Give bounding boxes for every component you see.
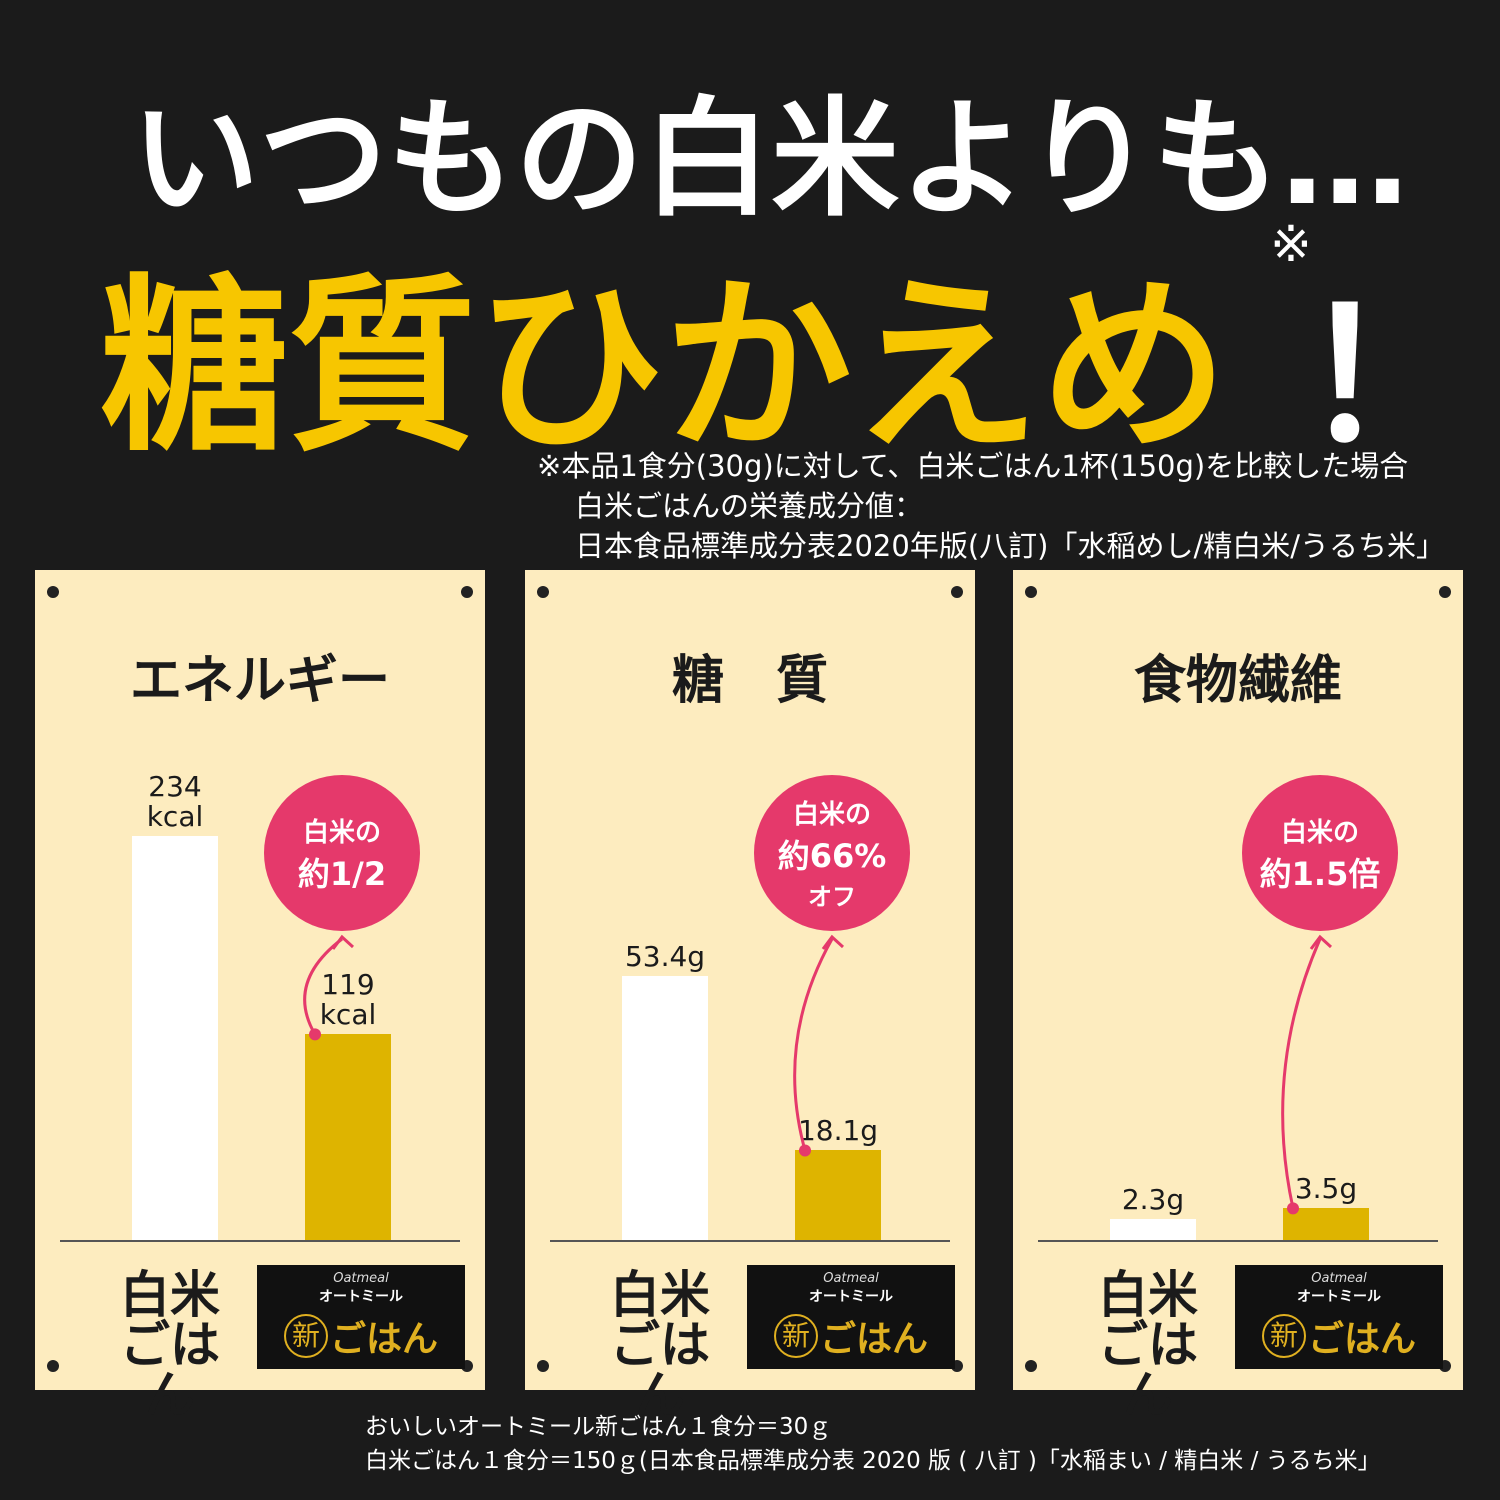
- logo-mark: 新: [773, 1314, 818, 1358]
- badge-text: 約1/2: [297, 854, 387, 893]
- arrow-layer: [303, 934, 355, 1041]
- footer-line: 白米ごはん１食分＝150ｇ(日本食品標準成分表 2020 版 ( 八訂 )「水稲…: [365, 1448, 1381, 1474]
- value-label: 119 kcal: [319, 968, 377, 1032]
- logo-row: 新ごはん: [747, 1310, 955, 1362]
- arrow-head: [821, 934, 845, 950]
- arrow-layer: [1281, 934, 1333, 1215]
- exclamation: ！: [1300, 273, 1481, 482]
- headline: いつもの白米よりも…: [131, 85, 1409, 234]
- category-label: 白米ごはん: [120, 1266, 220, 1424]
- rivet: [47, 1360, 59, 1372]
- badge-text: オフ: [808, 883, 856, 911]
- arrow-layer: [793, 934, 845, 1157]
- arrow: [793, 938, 834, 1151]
- arrow-dot: [1287, 1202, 1299, 1215]
- note: 日本食品標準成分表2020年版(八訂)「水稲めし/精白米/うるち米」: [575, 529, 1445, 563]
- rivet: [537, 1360, 549, 1372]
- logo-row: 新ごはん: [1235, 1310, 1443, 1362]
- arrow-dot: [799, 1144, 811, 1157]
- logo-name: オートミール: [319, 1289, 403, 1305]
- value-label: 18.1g: [797, 1114, 879, 1148]
- bar: [622, 975, 708, 1240]
- badge-text: 白米の: [1280, 817, 1359, 848]
- arrow: [1281, 938, 1322, 1209]
- product-logo: Oatmeal オートミール新ごはん: [747, 1265, 955, 1369]
- logo-name: オートミール: [1297, 1289, 1381, 1305]
- panel-title: 糖 質: [671, 651, 828, 711]
- rivet: [537, 586, 549, 598]
- value-label: 2.3g: [1121, 1183, 1185, 1217]
- baseline: [1038, 1240, 1438, 1242]
- panel: 糖 質 53.4g 18.1g 白米ごはん Oatmeal オートミール新ごはん 白米の 約6…: [525, 570, 975, 1420]
- value-label: 53.4g: [624, 939, 706, 973]
- logo-text: ごはん: [329, 1319, 438, 1360]
- logo-name: オートミール: [809, 1289, 893, 1305]
- arrow-head: [331, 934, 355, 950]
- value-label: 3.5g: [1294, 1172, 1358, 1206]
- notes: ※本品1食分(30g)に対して、白米ごはん1杯(150g)を比較した場合 白米ご…: [537, 446, 1445, 566]
- logo-brand: Oatmeal: [823, 1271, 879, 1286]
- logo-mark: 新: [283, 1314, 328, 1358]
- logo-text: ごはん: [1307, 1319, 1416, 1360]
- footer-line: おいしいオートミール新ごはん１食分＝30ｇ: [365, 1414, 832, 1440]
- arrow-head: [1309, 934, 1333, 950]
- panel-title: エネルギー: [129, 651, 390, 711]
- badge-text: 約66%: [777, 837, 887, 875]
- footnote-mark: ※: [1270, 215, 1312, 273]
- note: 白米ごはんの栄養成分値：: [575, 489, 924, 523]
- bar: [795, 1150, 881, 1240]
- logo-text: ごはん: [819, 1319, 928, 1360]
- panel: エネルギー 234 kcal 119 kcal 白米ごはん Oatmeal オートミール新…: [35, 570, 485, 1420]
- rivet: [1025, 1360, 1037, 1372]
- product-logo: Oatmeal オートミール新ごはん: [257, 1265, 465, 1369]
- arrow: [303, 937, 343, 1036]
- headline-emphasis: 糖質ひかえめ: [100, 258, 1228, 477]
- product-logo: Oatmeal オートミール新ごはん: [1235, 1265, 1443, 1369]
- category-label: 白米ごはん: [1098, 1266, 1198, 1424]
- note: ※本品1食分(30g)に対して、白米ごはん1杯(150g)を比較した場合: [537, 449, 1409, 483]
- badge: 白米の約66% オフ: [754, 775, 910, 931]
- badge: 白米の約1.5倍: [1242, 775, 1398, 931]
- footer: おいしいオートミール新ごはん１食分＝30ｇ 白米ごはん１食分＝150ｇ(日本食品…: [365, 1410, 1381, 1478]
- rivet: [1439, 586, 1451, 598]
- badge: 白米の約1/2: [264, 775, 420, 931]
- value-label: 234 kcal: [146, 769, 204, 833]
- logo-mark: 新: [1261, 1314, 1306, 1358]
- arrow-dot: [309, 1028, 321, 1041]
- logo-brand: Oatmeal: [333, 1271, 389, 1286]
- rivet: [1025, 586, 1037, 598]
- rivet: [47, 586, 59, 598]
- baseline: [60, 1240, 460, 1242]
- logo-row: 新ごはん: [257, 1310, 465, 1362]
- rivet: [461, 586, 473, 598]
- bar: [1110, 1219, 1196, 1240]
- bar: [1283, 1208, 1369, 1240]
- badge-text: 白米の: [302, 817, 381, 848]
- bar: [305, 1034, 391, 1240]
- baseline: [550, 1240, 950, 1242]
- category-label: 白米ごはん: [610, 1266, 710, 1424]
- bar: [132, 835, 218, 1240]
- panel: 食物繊維 2.3g 3.5g 白米ごはん Oatmeal オートミール新ごはん 白米の 約1.…: [1013, 570, 1463, 1420]
- panel-title: 食物繊維: [1133, 651, 1342, 711]
- badge-text: 約1.5倍: [1259, 854, 1381, 893]
- rivet: [951, 586, 963, 598]
- badge-text: 白米の: [792, 800, 871, 830]
- logo-brand: Oatmeal: [1311, 1271, 1367, 1286]
